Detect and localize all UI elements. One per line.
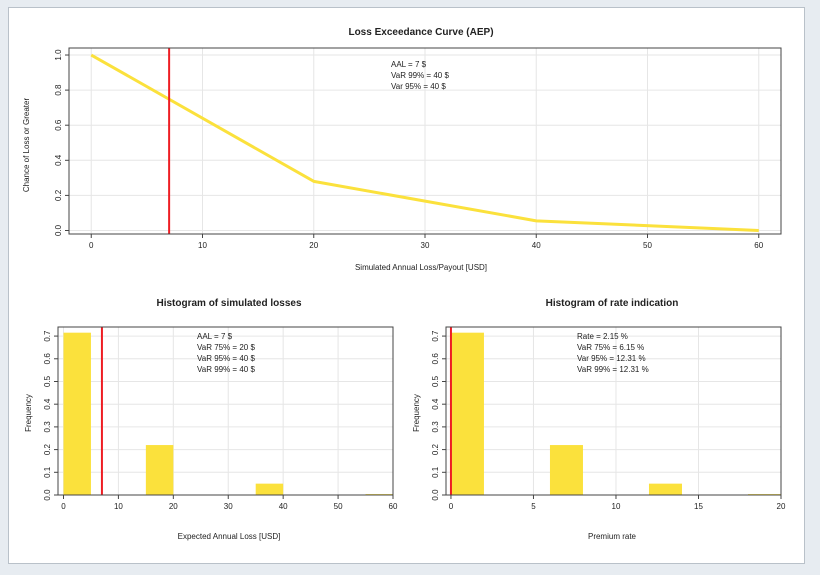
histogram-bar [648, 483, 682, 495]
series-line [90, 53, 759, 232]
y-tick-label: 0.8 [54, 84, 63, 96]
x-tick-label: 10 [114, 502, 123, 511]
y-tick-label: 0.1 [43, 466, 52, 478]
grid [69, 48, 781, 234]
annotation-var99: VaR 99% = 40 $ [197, 365, 255, 374]
charts-canvas: Loss Exceedance Curve (AEP) Simulated An… [22, 27, 786, 541]
x-tick-label: 0 [61, 502, 66, 511]
x-axis: 0 5 10 15 20 [449, 495, 786, 511]
annotation-box: AAL = 7 $ VaR 99% = 40 $ Var 95% = 40 $ [391, 60, 449, 91]
y-tick-label: 0.4 [54, 154, 63, 166]
annotation-var75: VaR 75% = 6.15 % [577, 343, 644, 352]
histogram-bar [450, 332, 484, 495]
y-tick-label: 0.7 [43, 330, 52, 342]
x-tick-label: 15 [694, 502, 703, 511]
x-axis: 0 10 20 30 40 50 60 [61, 495, 398, 511]
x-tick-label: 30 [224, 502, 233, 511]
y-tick-label: 0.0 [431, 489, 440, 501]
grid [58, 327, 394, 496]
x-tick-label: 10 [612, 502, 621, 511]
chart-title: Loss Exceedance Curve (AEP) [348, 27, 493, 38]
chart-title: Histogram of simulated losses [156, 298, 301, 309]
x-tick-label: 40 [532, 241, 541, 250]
grid [446, 327, 782, 496]
rate-histogram-chart: Histogram of rate indication Premium rat… [412, 298, 786, 541]
chart-panel: Loss Exceedance Curve (AEP) Simulated An… [8, 7, 805, 564]
x-tick-label: 20 [777, 502, 786, 511]
y-tick-label: 0.6 [43, 353, 52, 365]
annotation-var95: Var 95% = 12.31 % [577, 354, 646, 363]
plot-frame [57, 326, 394, 496]
annotation-rate: Rate = 2.15 % [577, 332, 628, 341]
y-tick-label: 0.4 [43, 398, 52, 410]
y-tick-label: 0.7 [431, 330, 440, 342]
x-tick-label: 20 [169, 502, 178, 511]
y-tick-label: 0.2 [54, 189, 63, 201]
y-axis: 0.0 0.1 0.2 0.3 0.4 0.5 0.6 0.7 [431, 330, 446, 501]
x-tick-label: 50 [334, 502, 343, 511]
annotation-box: Rate = 2.15 % VaR 75% = 6.15 % Var 95% =… [577, 332, 649, 374]
y-tick-label: 0.3 [431, 421, 440, 433]
x-tick-label: 60 [754, 241, 763, 250]
annotation-var95: Var 95% = 40 $ [391, 82, 446, 91]
x-axis-label: Simulated Annual Loss/Payout [USD] [355, 263, 487, 272]
annotation-var99: VaR 99% = 12.31 % [577, 365, 649, 374]
y-tick-label: 0.3 [43, 421, 52, 433]
annotation-aal: AAL = 7 $ [197, 332, 233, 341]
y-tick-label: 0.1 [431, 466, 440, 478]
y-tick-label: 0.0 [43, 489, 52, 501]
y-tick-label: 0.6 [54, 119, 63, 131]
x-tick-label: 60 [389, 502, 398, 511]
x-tick-label: 30 [421, 241, 430, 250]
histogram-bar [549, 445, 583, 495]
y-tick-label: 0.5 [431, 375, 440, 387]
histogram-bar [255, 483, 284, 495]
chart-title: Histogram of rate indication [546, 298, 679, 309]
x-tick-label: 10 [198, 241, 207, 250]
y-tick-label: 0.0 [54, 224, 63, 236]
histogram-bar [145, 445, 174, 495]
x-axis-label: Premium rate [588, 532, 637, 541]
histogram-bar [63, 332, 91, 495]
data-marks [63, 327, 393, 495]
y-axis: 0.0 0.2 0.4 0.6 0.8 1.0 [54, 49, 69, 236]
annotation-var75: VaR 75% = 20 $ [197, 343, 255, 352]
y-tick-label: 0.2 [43, 443, 52, 455]
y-axis: 0.0 0.1 0.2 0.3 0.4 0.5 0.6 0.7 [43, 330, 58, 501]
x-tick-label: 0 [449, 502, 454, 511]
y-axis-label: Chance of Loss or Greater [22, 98, 31, 193]
y-tick-label: 0.2 [431, 443, 440, 455]
annotation-box: AAL = 7 $ VaR 75% = 20 $ VaR 95% = 40 $ … [197, 332, 255, 374]
y-tick-label: 0.5 [43, 375, 52, 387]
x-tick-label: 20 [309, 241, 318, 250]
y-tick-label: 0.6 [431, 353, 440, 365]
loss-exceedance-chart: Loss Exceedance Curve (AEP) Simulated An… [22, 27, 782, 272]
annotation-var99: VaR 99% = 40 $ [391, 71, 449, 80]
x-axis: 0 10 20 30 40 50 60 [89, 234, 764, 250]
x-tick-label: 0 [89, 241, 94, 250]
y-tick-label: 1.0 [54, 49, 63, 61]
y-tick-label: 0.4 [431, 398, 440, 410]
annotation-aal: AAL = 7 $ [391, 60, 427, 69]
y-axis-label: Frequency [24, 394, 33, 432]
y-axis-label: Frequency [412, 394, 421, 432]
loss-histogram-chart: Histogram of simulated losses Expected A… [24, 298, 398, 541]
x-axis-label: Expected Annual Loss [USD] [178, 532, 281, 541]
x-tick-label: 5 [531, 502, 536, 511]
annotation-var95: VaR 95% = 40 $ [197, 354, 255, 363]
x-tick-label: 40 [279, 502, 288, 511]
data-marks [90, 48, 759, 234]
plot-frame [445, 326, 782, 496]
data-marks [449, 327, 781, 495]
x-tick-label: 50 [643, 241, 652, 250]
